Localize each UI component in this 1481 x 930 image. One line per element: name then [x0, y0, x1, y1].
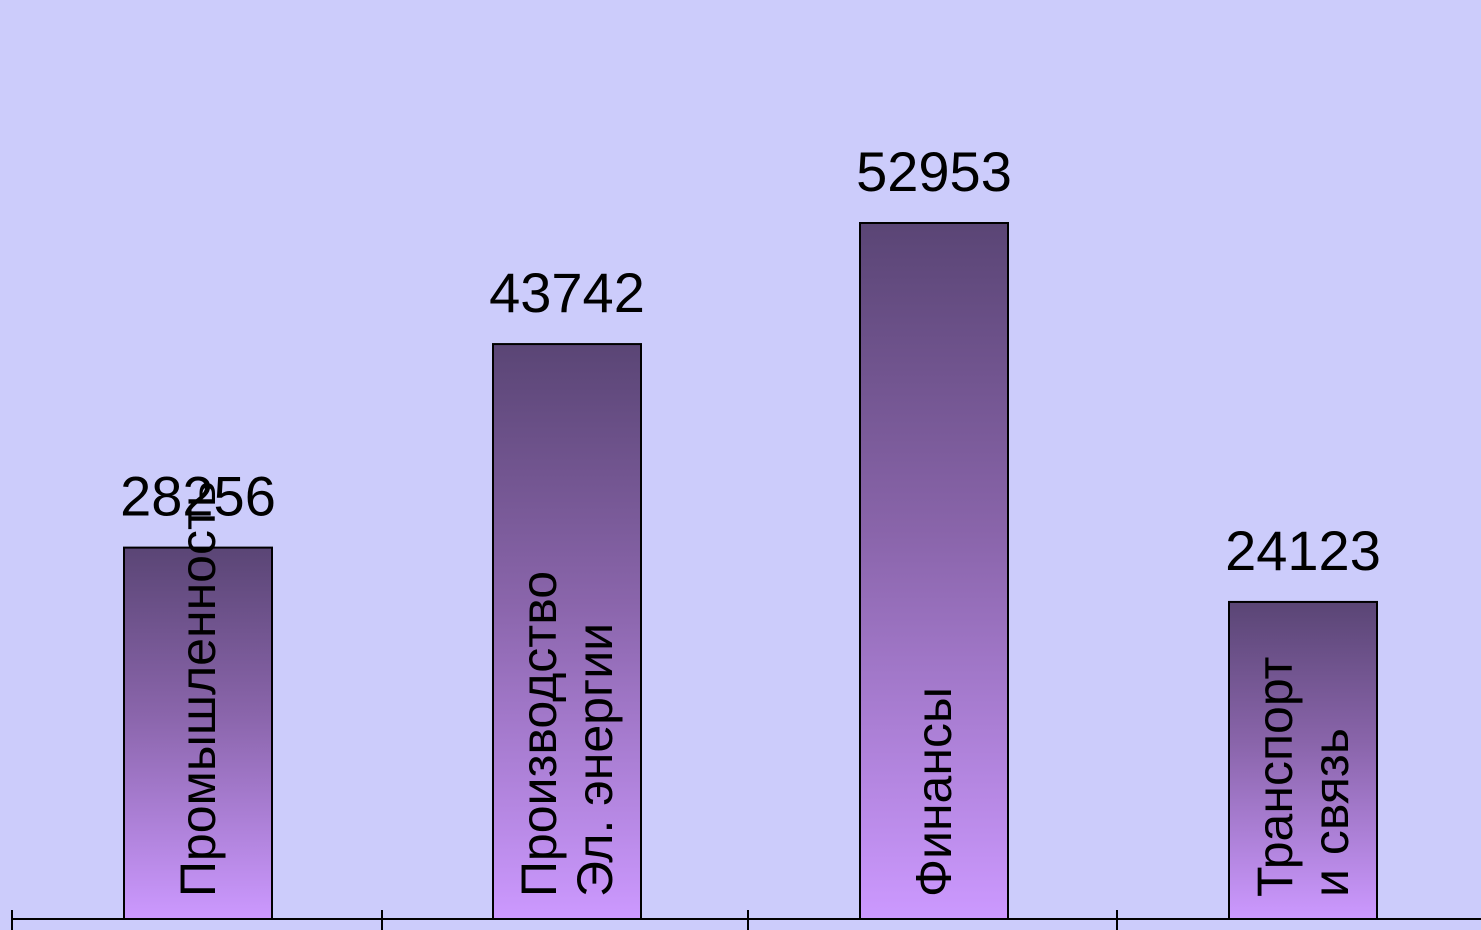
category-label-4-line-1: Транспорт: [1247, 656, 1303, 897]
value-labels-layer: 28256 43742 52953 24123: [120, 140, 1381, 582]
bar-3: [859, 222, 1009, 920]
bar-4: [1228, 600, 1378, 920]
bar-2: [492, 343, 642, 920]
bar-1: [123, 546, 273, 920]
category-label-4-line-2: и связь: [1303, 728, 1359, 897]
value-label-3: 52953: [856, 140, 1012, 203]
category-label-3: Финансы: [906, 687, 962, 897]
bars-layer: Промышленность Производство Эл. энергии Фин…: [123, 222, 1378, 920]
value-label-1: 28256: [120, 465, 276, 528]
x-axis: [11, 910, 1481, 930]
category-label-2-line-1: Производство: [511, 571, 567, 897]
category-label-2-line-2: Эл. энергии: [567, 623, 623, 897]
value-label-4: 24123: [1225, 519, 1381, 582]
value-label-2: 43742: [489, 261, 645, 324]
category-label-1: Промышленность: [170, 481, 226, 897]
